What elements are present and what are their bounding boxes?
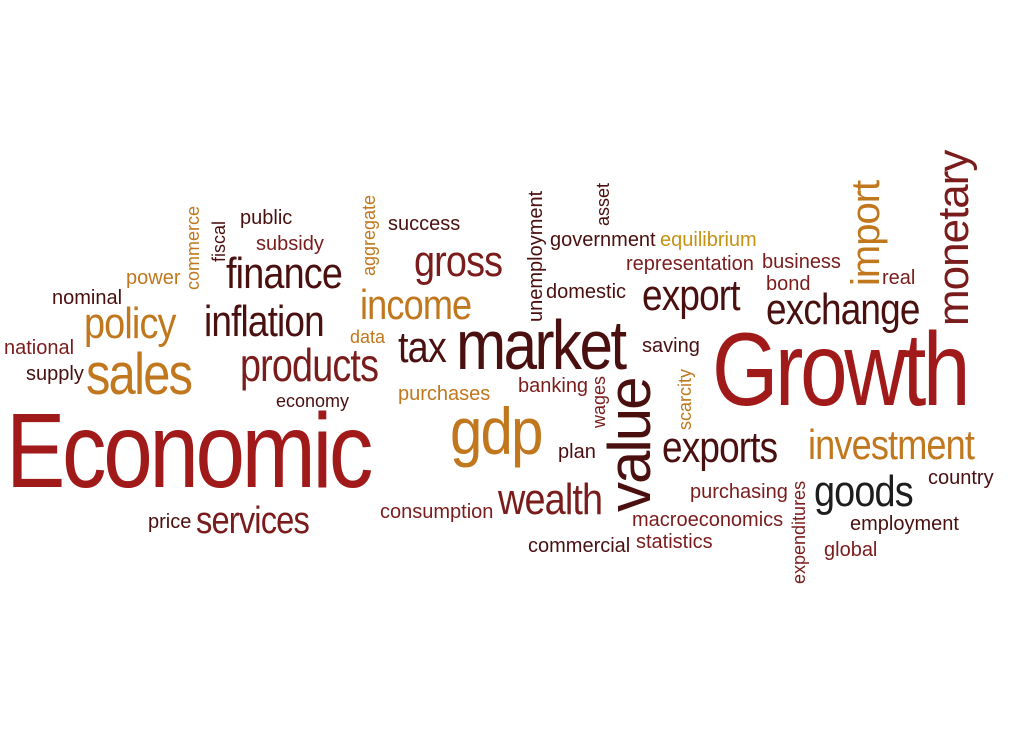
word-expenditures: expenditures: [789, 480, 809, 584]
word-services: services: [196, 500, 310, 542]
word-import: import: [844, 180, 888, 286]
word-growth: Growth: [712, 312, 970, 428]
word-domestic: domestic: [546, 281, 627, 303]
word-export: export: [642, 271, 741, 320]
word-economic: Economic: [6, 392, 373, 510]
word-unemployment: unemployment: [525, 190, 547, 322]
word-representation: representation: [626, 253, 754, 275]
word-sales: sales: [86, 342, 193, 407]
word-plan: plan: [558, 441, 596, 463]
word-commercial: commercial: [528, 535, 631, 557]
word-aggregate: aggregate: [359, 194, 379, 276]
word-business: business: [762, 251, 841, 273]
word-commerce: commerce: [183, 205, 203, 290]
word-inflation: inflation: [204, 297, 325, 346]
word-purchasing: purchasing: [690, 481, 788, 503]
word-tax: tax: [398, 323, 447, 372]
word-nominal: nominal: [52, 287, 123, 309]
word-real: real: [882, 267, 916, 289]
word-price: price: [148, 511, 192, 533]
word-data: data: [350, 327, 386, 347]
word-income: income: [360, 281, 472, 328]
word-statistics: statistics: [636, 531, 713, 553]
word-asset: asset: [593, 182, 613, 226]
word-success: success: [388, 213, 461, 235]
word-public: public: [240, 207, 293, 229]
word-goods: goods: [814, 467, 914, 516]
word-gross: gross: [414, 237, 503, 286]
word-finance: finance: [226, 249, 343, 298]
word-scarcity: scarcity: [675, 368, 695, 430]
word-exports: exports: [662, 423, 778, 472]
word-consumption: consumption: [380, 501, 494, 523]
word-products: products: [240, 339, 379, 391]
word-value: value: [596, 378, 663, 512]
word-gdp: gdp: [450, 394, 543, 468]
word-government: government: [550, 229, 656, 251]
word-country: country: [928, 467, 994, 489]
word-exchange: exchange: [766, 285, 920, 334]
word-economy: economy: [276, 391, 350, 411]
word-wealth: wealth: [498, 475, 603, 524]
word-macroeconomics: macroeconomics: [632, 509, 784, 531]
word-purchases: purchases: [398, 383, 491, 405]
word-policy: policy: [84, 299, 176, 348]
word-investment: investment: [808, 421, 975, 468]
word-power: power: [126, 267, 181, 289]
word-wages: wages: [589, 375, 609, 428]
word-subsidy: subsidy: [256, 233, 324, 255]
word-equilibrium: equilibrium: [660, 229, 757, 251]
word-market: market: [456, 306, 627, 384]
word-saving: saving: [642, 335, 700, 357]
word-fiscal: fiscal: [209, 220, 229, 262]
word-monetary: monetary: [929, 150, 978, 326]
word-banking: banking: [518, 375, 589, 397]
word-global: global: [824, 539, 878, 561]
word-national: national: [4, 337, 75, 359]
word-supply: supply: [26, 363, 84, 385]
word-employment: employment: [850, 513, 959, 535]
word-bond: bond: [766, 273, 811, 295]
